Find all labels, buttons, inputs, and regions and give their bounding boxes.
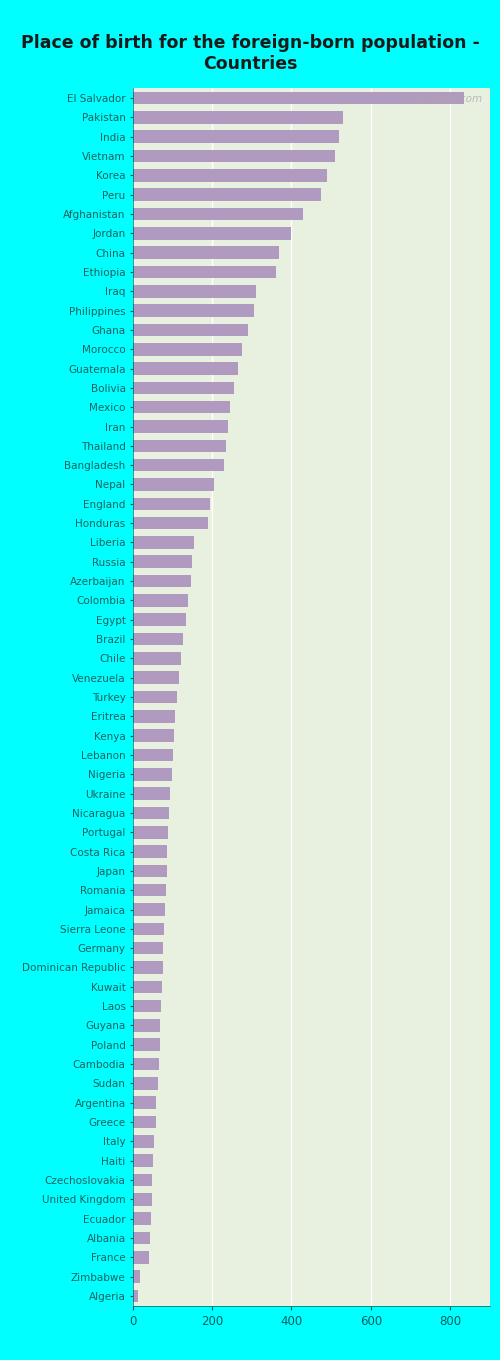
- Bar: [132, 479, 214, 491]
- Bar: [132, 749, 173, 762]
- Bar: [132, 169, 327, 182]
- Bar: [132, 1155, 153, 1167]
- Bar: [132, 555, 192, 568]
- Bar: [132, 884, 166, 896]
- Bar: [132, 246, 280, 258]
- Bar: [132, 112, 343, 124]
- Bar: [132, 1212, 151, 1225]
- Bar: [132, 150, 335, 162]
- Bar: [132, 613, 186, 626]
- Bar: [132, 1058, 158, 1070]
- Bar: [132, 420, 228, 432]
- Bar: [132, 401, 230, 413]
- Bar: [132, 458, 224, 472]
- Bar: [132, 1270, 140, 1282]
- Bar: [132, 1019, 160, 1032]
- Bar: [132, 1000, 161, 1012]
- Bar: [132, 208, 304, 220]
- Bar: [132, 1115, 156, 1129]
- Bar: [132, 286, 256, 298]
- Text: Place of birth for the foreign-born population -
Countries: Place of birth for the foreign-born popu…: [20, 34, 479, 73]
- Bar: [132, 362, 238, 375]
- Bar: [132, 710, 176, 722]
- Bar: [132, 227, 292, 239]
- Bar: [132, 1289, 138, 1303]
- Bar: [132, 536, 194, 548]
- Bar: [132, 517, 208, 529]
- Bar: [132, 498, 210, 510]
- Bar: [132, 1077, 158, 1089]
- Bar: [132, 1232, 150, 1244]
- Bar: [132, 903, 165, 915]
- Bar: [132, 672, 180, 684]
- Bar: [132, 1136, 154, 1148]
- Bar: [132, 91, 464, 105]
- Bar: [132, 131, 339, 143]
- Bar: [132, 1039, 160, 1051]
- Bar: [132, 729, 174, 743]
- Bar: [132, 382, 234, 394]
- Bar: [132, 768, 172, 781]
- Bar: [132, 575, 192, 588]
- Bar: [132, 942, 164, 955]
- Bar: [132, 691, 177, 703]
- Bar: [132, 962, 162, 974]
- Bar: [132, 1193, 152, 1205]
- Bar: [132, 826, 168, 839]
- Bar: [132, 846, 168, 858]
- Bar: [132, 305, 254, 317]
- Bar: [132, 1174, 152, 1186]
- Bar: [132, 1251, 149, 1263]
- Bar: [132, 806, 169, 819]
- Bar: [132, 1096, 156, 1108]
- Bar: [132, 439, 226, 452]
- Bar: [132, 922, 164, 936]
- Bar: [132, 632, 184, 645]
- Text: City-Data.com: City-Data.com: [408, 94, 483, 105]
- Bar: [132, 343, 242, 355]
- Bar: [132, 981, 162, 993]
- Bar: [132, 324, 248, 336]
- Bar: [132, 651, 181, 665]
- Bar: [132, 787, 170, 800]
- Bar: [132, 265, 276, 279]
- Bar: [132, 865, 166, 877]
- Bar: [132, 594, 188, 607]
- Bar: [132, 189, 321, 201]
